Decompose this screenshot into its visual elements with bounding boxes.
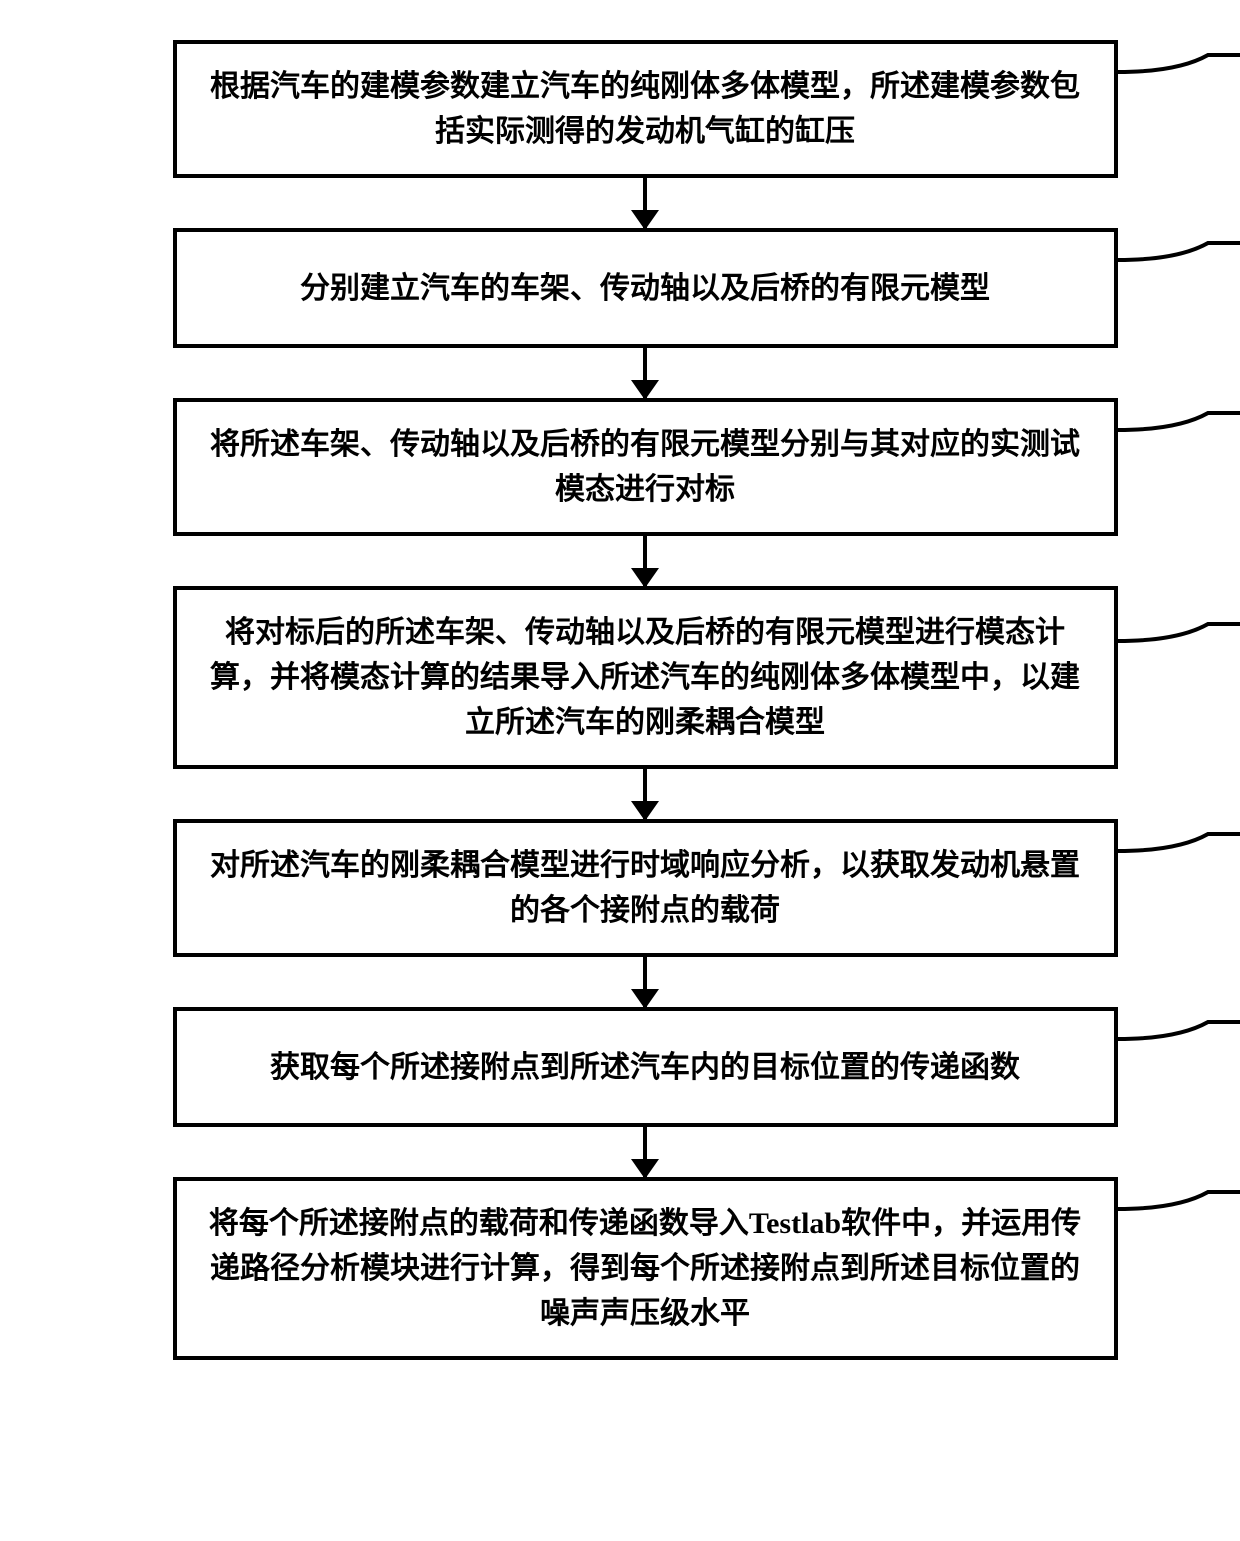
arrow-head-3	[631, 568, 659, 588]
step-row-s22: 分别建立汽车的车架、传动轴以及后桥的有限元模型 S22	[173, 228, 1118, 348]
arrow-2	[173, 348, 1118, 398]
flowchart-container: 根据汽车的建模参数建立汽车的纯刚体多体模型，所述建模参数包括实际测得的发动机气缸…	[30, 40, 1210, 1360]
step-row-s21: 根据汽车的建模参数建立汽车的纯刚体多体模型，所述建模参数包括实际测得的发动机气缸…	[173, 40, 1118, 178]
step-box-s24: 将对标后的所述车架、传动轴以及后桥的有限元模型进行模态计算，并将模态计算的结果导…	[173, 586, 1118, 769]
arrow-1	[173, 178, 1118, 228]
arrow-head-2	[631, 380, 659, 400]
arrow-head-6	[631, 1159, 659, 1179]
arrow-3	[173, 536, 1118, 586]
step-text-s21: 根据汽车的建模参数建立汽车的纯刚体多体模型，所述建模参数包括实际测得的发动机气缸…	[205, 64, 1086, 154]
step-box-s23: 将所述车架、传动轴以及后桥的有限元模型分别与其对应的实测试模态进行对标	[173, 398, 1118, 536]
arrow-head-4	[631, 801, 659, 821]
step-text-s22: 分别建立汽车的车架、传动轴以及后桥的有限元模型	[300, 266, 990, 311]
step-box-s26: 获取每个所述接附点到所述汽车内的目标位置的传递函数	[173, 1007, 1118, 1127]
step-text-s25: 对所述汽车的刚柔耦合模型进行时域响应分析，以获取发动机悬置的各个接附点的载荷	[205, 843, 1086, 933]
arrow-5	[173, 957, 1118, 1007]
arrow-head-5	[631, 989, 659, 1009]
step-text-s26: 获取每个所述接附点到所述汽车内的目标位置的传递函数	[270, 1045, 1020, 1090]
step-row-s27: 将每个所述接附点的载荷和传递函数导入Testlab软件中，并运用传递路径分析模块…	[173, 1177, 1118, 1360]
arrow-6	[173, 1127, 1118, 1177]
step-text-s24: 将对标后的所述车架、传动轴以及后桥的有限元模型进行模态计算，并将模态计算的结果导…	[205, 610, 1086, 745]
step-box-s22: 分别建立汽车的车架、传动轴以及后桥的有限元模型	[173, 228, 1118, 348]
step-row-s23: 将所述车架、传动轴以及后桥的有限元模型分别与其对应的实测试模态进行对标 S23	[173, 398, 1118, 536]
step-row-s25: 对所述汽车的刚柔耦合模型进行时域响应分析，以获取发动机悬置的各个接附点的载荷 S…	[173, 819, 1118, 957]
arrow-4	[173, 769, 1118, 819]
step-row-s24: 将对标后的所述车架、传动轴以及后桥的有限元模型进行模态计算，并将模态计算的结果导…	[173, 586, 1118, 769]
step-box-s27: 将每个所述接附点的载荷和传递函数导入Testlab软件中，并运用传递路径分析模块…	[173, 1177, 1118, 1360]
step-row-s26: 获取每个所述接附点到所述汽车内的目标位置的传递函数 S26	[173, 1007, 1118, 1127]
step-box-s21: 根据汽车的建模参数建立汽车的纯刚体多体模型，所述建模参数包括实际测得的发动机气缸…	[173, 40, 1118, 178]
step-box-s25: 对所述汽车的刚柔耦合模型进行时域响应分析，以获取发动机悬置的各个接附点的载荷	[173, 819, 1118, 957]
arrow-head-1	[631, 210, 659, 230]
step-text-s23: 将所述车架、传动轴以及后桥的有限元模型分别与其对应的实测试模态进行对标	[205, 422, 1086, 512]
step-text-s27: 将每个所述接附点的载荷和传递函数导入Testlab软件中，并运用传递路径分析模块…	[205, 1201, 1086, 1336]
